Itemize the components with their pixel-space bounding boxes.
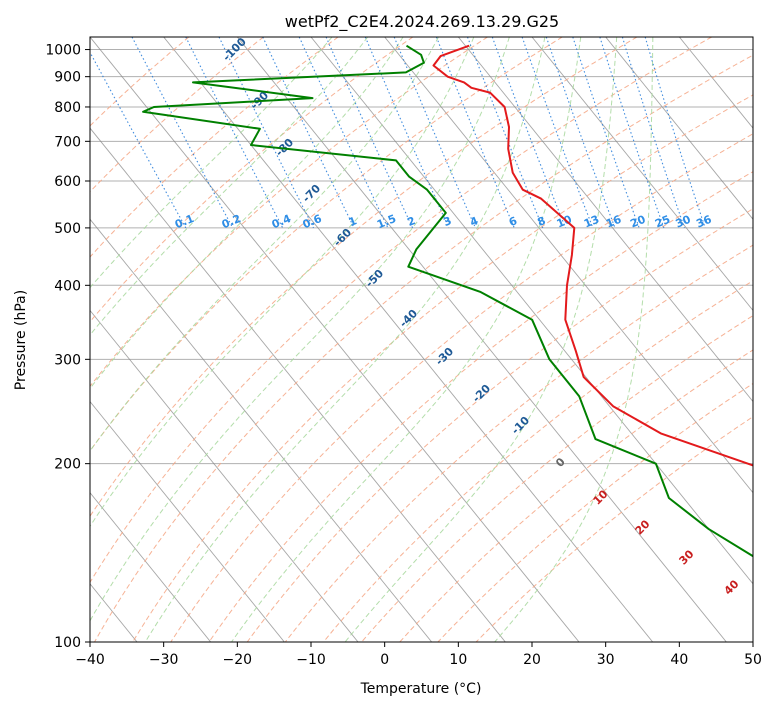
dry-adiabat-line	[90, 37, 712, 584]
isotherm-line	[90, 309, 359, 642]
y-axis-label: Pressure (hPa)	[13, 290, 29, 390]
mixing-ratio-line	[364, 37, 450, 229]
grid-layer	[0, 37, 753, 642]
mixing-ratio-label: 20	[628, 213, 647, 231]
isotherm-line	[457, 37, 753, 403]
y-tick-label: 500	[54, 221, 81, 237]
y-tick-label: 400	[54, 278, 81, 294]
isotherm-line	[752, 37, 753, 38]
mixing-ratio-line	[599, 37, 665, 229]
mixing-ratio-label: 3	[442, 214, 454, 229]
profile-series	[142, 44, 753, 558]
moist-adiabat-line	[494, 37, 654, 642]
isotherm-line	[90, 491, 212, 642]
moist-adiabat-line	[90, 37, 510, 622]
mixing-ratio-line	[644, 37, 706, 229]
isotherm-line	[90, 37, 580, 642]
dry-adiabat-line	[323, 280, 753, 642]
y-tick-label: 800	[54, 100, 81, 116]
y-tick-label: 200	[54, 457, 81, 473]
dry-adiabat-line	[90, 37, 190, 127]
dry-adiabat-line	[94, 54, 753, 642]
dry-adiabat-line	[90, 37, 488, 387]
moist-adiabat-line	[90, 37, 333, 289]
moist-adiabat-line	[90, 37, 439, 452]
dry-adiabat-line	[90, 37, 414, 323]
dry-adiabat-line	[90, 37, 638, 518]
dry-adiabat-line	[170, 133, 753, 642]
mixing-ratio-line	[466, 37, 544, 229]
x-tick-label: −10	[296, 652, 326, 668]
moist-adiabat-line	[231, 37, 582, 642]
dry-adiabat-line	[361, 315, 753, 642]
x-tick-label: 20	[523, 652, 541, 668]
mixing-ratio-label: 10	[555, 213, 574, 231]
mixing-ratio-label: 13	[582, 213, 601, 231]
dewpoint-profile	[142, 44, 753, 558]
y-tick-label: 600	[54, 174, 81, 190]
y-axis: 100 200 300 400 500 600 700 800 900 1000	[45, 43, 90, 651]
moist-adiabat-line	[90, 37, 369, 336]
isotherm-line	[90, 400, 285, 642]
chart-title: wetPf2_C2E4.2024.269.13.29.G25	[285, 12, 559, 32]
mixing-ratio-line	[185, 37, 284, 229]
isotherm-line	[163, 37, 654, 642]
x-tick-label: 10	[449, 652, 467, 668]
y-tick-label: 1000	[45, 43, 81, 59]
x-tick-label: −30	[149, 652, 179, 668]
mixing-ratio-line	[393, 37, 477, 229]
x-tick-label: 0	[380, 652, 389, 668]
mixing-ratio-line	[218, 37, 314, 229]
mixing-ratio-label: 36	[694, 213, 713, 231]
x-axis: −40 −30 −20 −10 0 10 20 30 40 50	[75, 642, 762, 668]
moist-adiabat-line	[90, 37, 475, 528]
temperature-profile	[432, 44, 753, 467]
mixing-ratio-line	[545, 37, 616, 229]
mixing-ratio-line	[521, 37, 594, 229]
x-tick-label: −20	[223, 652, 253, 668]
mixing-ratio-label: 8	[536, 214, 548, 229]
mixing-ratio-label: 16	[604, 213, 623, 231]
moist-adiabat-line	[144, 37, 546, 642]
x-axis-label: Temperature (°C)	[360, 681, 482, 697]
mixing-ratio-line	[621, 37, 685, 229]
dry-adiabat-line	[90, 37, 264, 193]
isotherm-line	[90, 218, 433, 642]
mixing-ratio-line	[90, 51, 187, 229]
auxiliary-lines	[90, 37, 753, 642]
dry-adiabat-line	[132, 94, 753, 642]
mixing-ratio-label: 2	[405, 214, 417, 229]
mixing-ratio-line	[572, 37, 640, 229]
isotherm-line	[384, 37, 753, 494]
y-tick-label: 100	[54, 635, 81, 651]
isotherm-line	[0, 37, 63, 642]
x-tick-label: 40	[670, 652, 688, 668]
y-tick-label: 900	[54, 70, 81, 86]
dry-adiabat-line	[90, 37, 339, 258]
isotherm-line	[531, 37, 753, 312]
mixing-ratio-line	[491, 37, 567, 229]
dry-adiabat-line	[208, 171, 753, 642]
x-tick-label: −40	[75, 652, 105, 668]
plot-frame	[89, 36, 754, 643]
mixing-ratio-label: 30	[674, 213, 693, 231]
isotherm-line	[236, 37, 727, 642]
mixing-ratio-label: 25	[653, 213, 672, 231]
y-tick-label: 700	[54, 134, 81, 150]
isotherm-line	[605, 37, 753, 220]
y-tick-label: 300	[54, 352, 81, 368]
isotherm-line	[90, 127, 506, 642]
x-tick-label: 50	[744, 652, 762, 668]
plot-area	[90, 37, 753, 642]
mixing-ratio-line	[435, 37, 515, 229]
moist-adiabat-line	[90, 37, 404, 390]
mixing-ratio-label: 1	[347, 214, 359, 229]
dry-adiabat-line	[246, 208, 753, 642]
x-tick-label: 30	[597, 652, 615, 668]
